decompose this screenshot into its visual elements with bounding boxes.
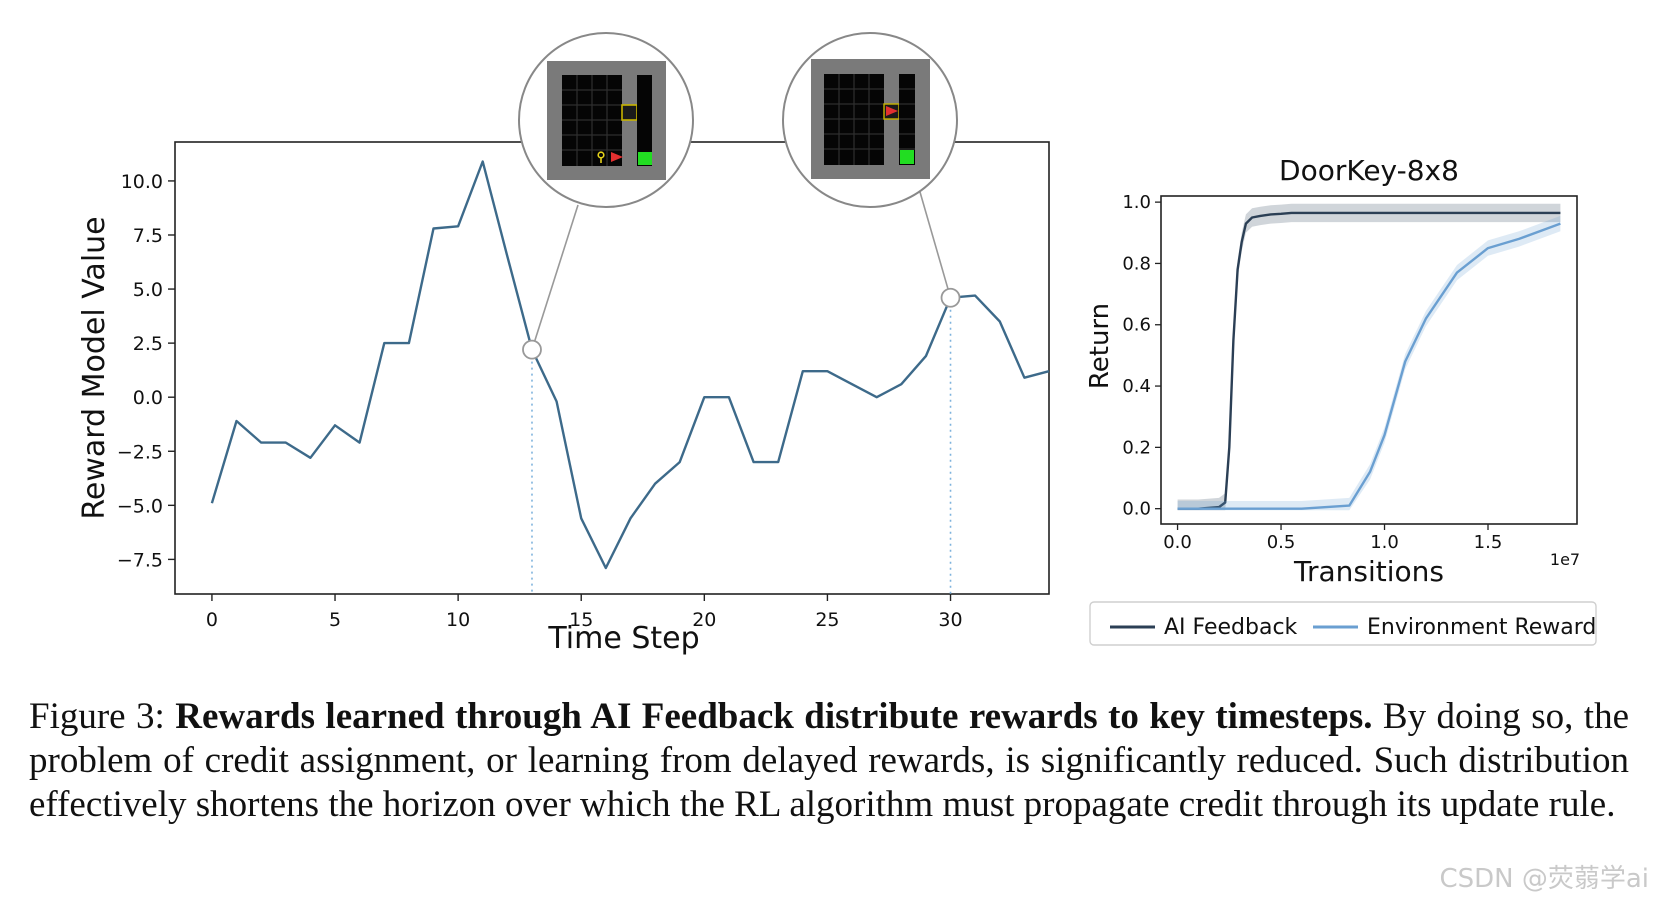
x-tick-label: 1.0: [1370, 532, 1399, 553]
confidence-band: [1177, 215, 1561, 511]
agent-arrow-icon: [886, 106, 898, 116]
goal-square: [638, 152, 652, 165]
y-tick-label: 1.0: [1122, 192, 1151, 213]
environment-reward-line: [1177, 222, 1561, 510]
left-y-axis-label: Reward Model Value: [77, 216, 112, 519]
x-tick-label: 1.5: [1474, 532, 1503, 553]
caption-text: By doing so, the problem of credit assig…: [29, 696, 1629, 825]
legend: AI Feedback Environment Reward: [1089, 601, 1597, 646]
y-tick-label: 0.8: [1122, 253, 1151, 274]
right-chart-title: DoorKey-8x8: [1279, 154, 1459, 187]
gridworld-left-room: [824, 74, 884, 165]
figure-caption: Figure 3: Rewards learned through AI Fee…: [29, 695, 1629, 827]
legend-box: [1089, 601, 1597, 646]
right-x-ticks: 0.0 0.5 1.0 1.5: [1163, 524, 1502, 553]
left-x-ticks: 0 5 10 15 20 25 30: [206, 594, 963, 631]
left-series: [210, 160, 1050, 570]
left-x-axis-label: Time Step: [547, 621, 699, 656]
legend-label-environment-reward: Environment Reward: [1367, 615, 1596, 640]
x-tick-label: 10: [446, 609, 470, 631]
inset-connectors: [531, 191, 952, 350]
right-plot-frame: [1160, 195, 1578, 525]
x-tick-label: 15: [569, 609, 593, 631]
highlight-point: [522, 339, 542, 360]
x-tick-label: 30: [938, 609, 962, 631]
reward-model-chart: 0 5 10 15 20 25 30 10.0 7.5 5.0 2.5 0.0 −2.5 −5.0 −7.…: [77, 32, 1050, 656]
y-tick-label: 0.0: [133, 387, 163, 409]
inset-connector-line: [919, 191, 952, 298]
key-icon: [597, 151, 605, 163]
x-tick-label: 0.0: [1163, 532, 1192, 553]
reward-line: [210, 160, 1050, 570]
y-tick-label: −5.0: [117, 495, 163, 517]
y-tick-label: 5.0: [133, 279, 163, 301]
x-tick-label: 20: [692, 609, 716, 631]
y-tick-label: 0.0: [1122, 499, 1151, 520]
y-tick-label: 10.0: [121, 171, 163, 193]
highlight-point: [940, 287, 961, 308]
right-series: [1177, 203, 1561, 511]
left-highlight-markers: [522, 287, 961, 360]
y-tick-label: 0.4: [1122, 376, 1151, 397]
right-y-axis-label: Return: [1085, 303, 1115, 389]
y-tick-label: −7.5: [117, 549, 163, 571]
y-tick-label: 2.5: [133, 333, 163, 355]
goal-square: [900, 150, 914, 164]
legend-label-ai-feedback: AI Feedback: [1164, 615, 1298, 640]
caption-label: Figure 3:: [29, 696, 165, 737]
gridworld-left-room: [562, 75, 622, 166]
right-y-ticks: 0.0 0.2 0.4 0.6 0.8 1.0: [1122, 192, 1161, 520]
left-highlight-guides: [531, 297, 952, 594]
ai-feedback-line: [1177, 211, 1561, 510]
x-tick-label: 25: [815, 609, 839, 631]
left-y-ticks: 10.0 7.5 5.0 2.5 0.0 −2.5 −5.0 −7.5: [117, 171, 175, 571]
inset-door-open: [782, 32, 958, 208]
x-tick-label: 0.5: [1267, 532, 1296, 553]
y-tick-label: 0.2: [1122, 437, 1151, 458]
doorkey-return-chart: 0.0 0.5 1.0 1.5 0.0 0.2 0.4 0.6 0.8 1.0 DoorKey-…: [1085, 154, 1597, 646]
x-tick-label: 0: [206, 609, 218, 631]
y-tick-label: −2.5: [117, 441, 163, 463]
inset-connector-line: [531, 204, 579, 350]
left-plot-frame: [174, 141, 1050, 595]
inset-key-pickup: [518, 32, 694, 208]
agent-arrow-icon: [611, 152, 623, 162]
y-tick-label: 7.5: [133, 225, 163, 247]
right-x-axis-label: Transitions: [1293, 555, 1444, 588]
door: [621, 104, 638, 121]
watermark: CSDN @荧蒻学ai: [1439, 864, 1649, 894]
caption-bold: Rewards learned through AI Feedback dist…: [175, 696, 1373, 737]
x-tick-label: 5: [329, 609, 341, 631]
y-tick-label: 0.6: [1122, 315, 1151, 336]
gridworld-right-room: [637, 75, 652, 166]
x-scale-label: 1e7: [1550, 550, 1580, 569]
